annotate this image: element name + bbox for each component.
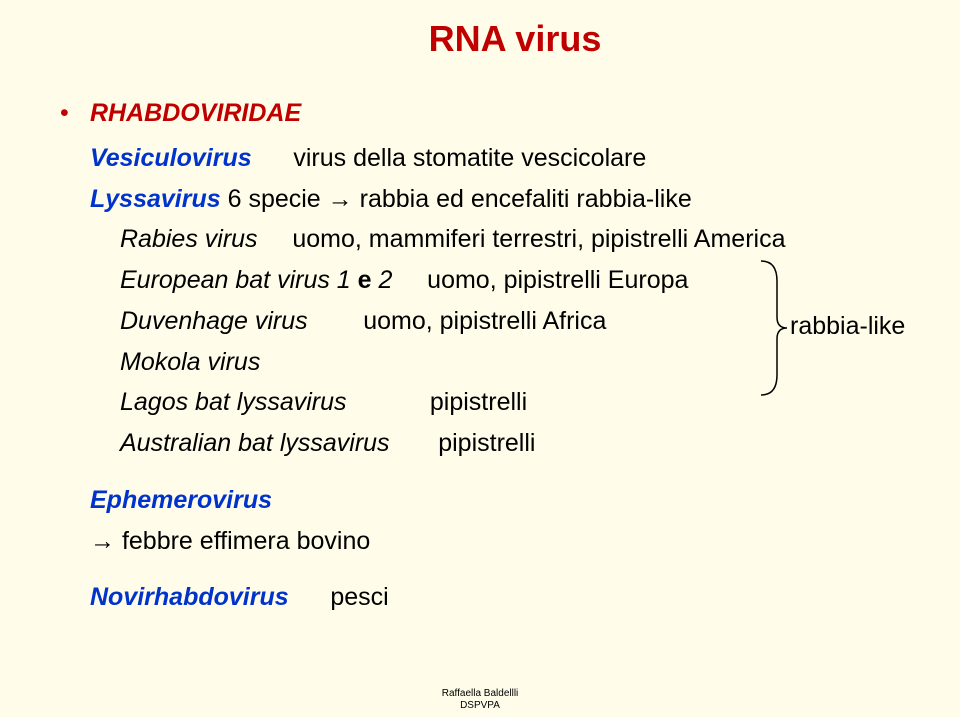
slide-title: RNA virus bbox=[130, 18, 900, 60]
side-label: rabbia-like bbox=[790, 312, 905, 341]
ebv-desc: uomo, pipistrelli Europa bbox=[427, 266, 688, 294]
genus-novirhabdovirus: Novirhabdovirus bbox=[90, 583, 289, 611]
footer-line1: Raffaella Baldellli bbox=[442, 688, 519, 699]
species-lagos: Lagos bat lyssavirus bbox=[120, 388, 347, 416]
species-rabies: Rabies virus bbox=[120, 225, 258, 253]
species-duvenhage: Duvenhage virus bbox=[120, 307, 308, 335]
genus1-desc: virus della stomatite vescicolare bbox=[293, 144, 646, 172]
bullet-icon: • bbox=[60, 94, 90, 133]
ebv-e: e bbox=[358, 266, 372, 294]
lagos-desc: pipistrelli bbox=[430, 388, 527, 416]
species-australian: Australian bat lyssavirus bbox=[120, 429, 390, 457]
genus-ephemerovirus: Ephemerovirus bbox=[90, 486, 272, 514]
slide: RNA virus • RHABDOVIRIDAE Vesiculovirus … bbox=[0, 0, 960, 717]
species-mokola: Mokola virus bbox=[120, 348, 260, 376]
family-row: • RHABDOVIRIDAE bbox=[60, 94, 900, 133]
genus2-desc-a: 6 specie bbox=[228, 185, 321, 213]
genus-vesiculovirus: Vesiculovirus bbox=[90, 144, 252, 172]
aus-desc: pipistrelli bbox=[438, 429, 535, 457]
genus-lyssavirus: Lyssavirus bbox=[90, 185, 221, 213]
genus3-desc: febbre effimera bovino bbox=[122, 527, 370, 555]
family-name: RHABDOVIRIDAE bbox=[90, 94, 301, 133]
duv-desc: uomo, pipistrelli Africa bbox=[363, 307, 606, 335]
genus4-desc: pesci bbox=[330, 583, 388, 611]
footer-line2: DSPVPA bbox=[460, 700, 500, 711]
genus2-desc-b: rabbia ed encefaliti rabbia-like bbox=[360, 185, 692, 213]
ebv-2: 2 bbox=[379, 266, 393, 294]
footer: Raffaella Baldellli DSPVPA bbox=[0, 688, 960, 711]
rabies-desc: uomo, mammiferi terrestri, pipistrelli A… bbox=[292, 225, 785, 253]
species-ebv: European bat virus 1 bbox=[120, 266, 351, 294]
